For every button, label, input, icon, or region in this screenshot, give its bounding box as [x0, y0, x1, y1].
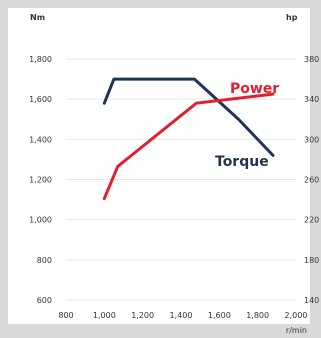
power-series-label: Power	[230, 81, 279, 97]
left-axis-tick-label: 1,800	[29, 55, 52, 64]
right-axis-tick-label: 340	[304, 95, 319, 104]
torque-series-label: Torque	[215, 154, 269, 170]
right-axis-tick-label: 140	[304, 296, 319, 305]
left-axis-tick-label: 1,200	[29, 176, 52, 185]
x-axis-tick-label: 1,200	[131, 311, 154, 320]
right-axis-unit: hp	[286, 13, 298, 22]
left-axis-unit: Nm	[30, 13, 45, 22]
x-axis-tick-label: 2,000	[285, 311, 308, 320]
x-axis-tick-label: 1,000	[93, 311, 116, 320]
right-axis-tick-label: 180	[304, 256, 319, 265]
left-axis-tick-label: 600	[37, 296, 52, 305]
x-axis-tick-label: 1,800	[246, 311, 269, 320]
plot-background	[8, 8, 310, 324]
left-axis-tick-label: 1,000	[29, 216, 52, 225]
x-axis-tick-label: 1,400	[170, 311, 193, 320]
right-axis-tick-label: 260	[304, 176, 319, 185]
right-axis-tick-label: 300	[304, 135, 319, 144]
x-axis-tick-label: 1,600	[208, 311, 231, 320]
left-axis-tick-label: 1,400	[29, 135, 52, 144]
right-axis-tick-label: 220	[304, 216, 319, 225]
left-axis-tick-label: 800	[37, 256, 52, 265]
x-axis-unit: r/min	[286, 326, 307, 335]
torque-series-line	[102, 77, 275, 157]
power-series-line	[102, 92, 275, 201]
left-axis-tick-label: 1,600	[29, 95, 52, 104]
x-axis-tick-label: 800	[58, 311, 73, 320]
right-axis-tick-label: 380	[304, 55, 319, 64]
